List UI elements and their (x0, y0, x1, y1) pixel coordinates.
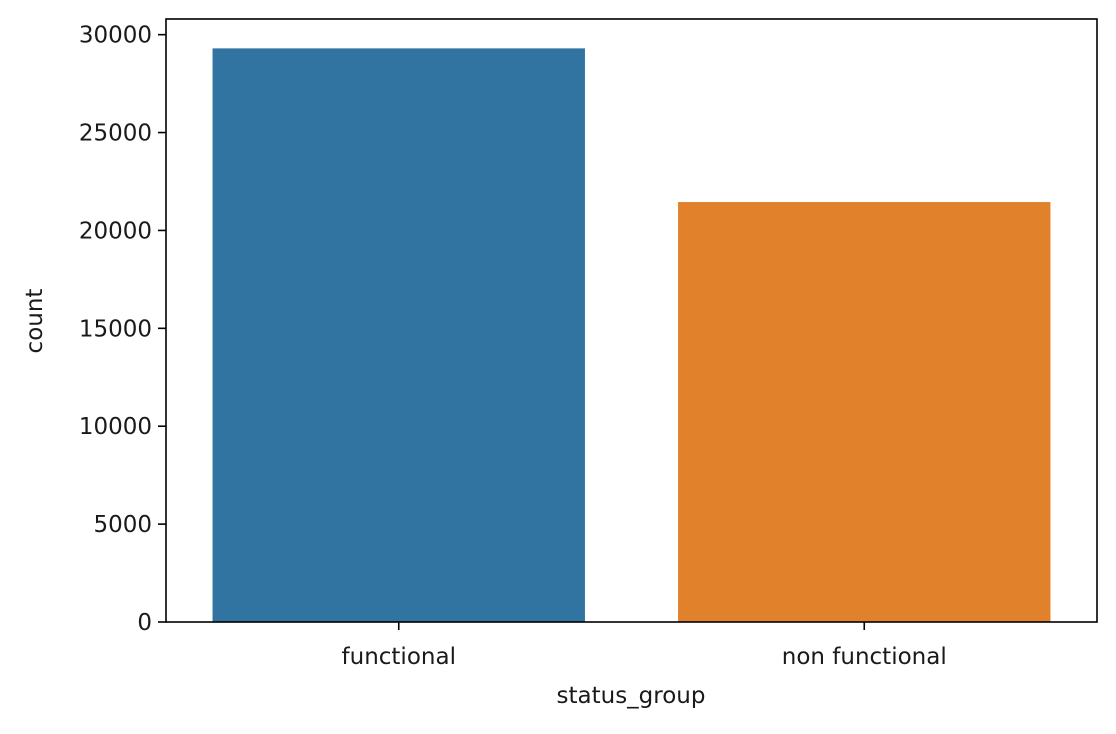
y-tick-label: 20000 (79, 218, 152, 244)
x-tick-label: non functional (782, 644, 947, 670)
y-axis-label: count (22, 289, 48, 354)
x-axis-ticks: functional non functional (342, 622, 947, 670)
y-tick-label: 15000 (79, 316, 152, 342)
bars-layer (212, 48, 1051, 622)
bar-functional (212, 48, 585, 622)
x-axis-label: status_group (557, 683, 706, 709)
x-tick-label: functional (342, 644, 456, 670)
y-tick-label: 25000 (79, 121, 152, 147)
y-tick-label: 10000 (79, 414, 152, 440)
y-tick-label: 30000 (79, 23, 152, 49)
bar-non-functional (678, 202, 1051, 622)
y-axis-ticks: 0 5000 10000 15000 20000 25000 30000 (79, 23, 166, 636)
y-tick-label: 0 (137, 610, 152, 636)
plot-frame (165, 18, 1098, 623)
y-tick-label: 5000 (93, 512, 152, 538)
